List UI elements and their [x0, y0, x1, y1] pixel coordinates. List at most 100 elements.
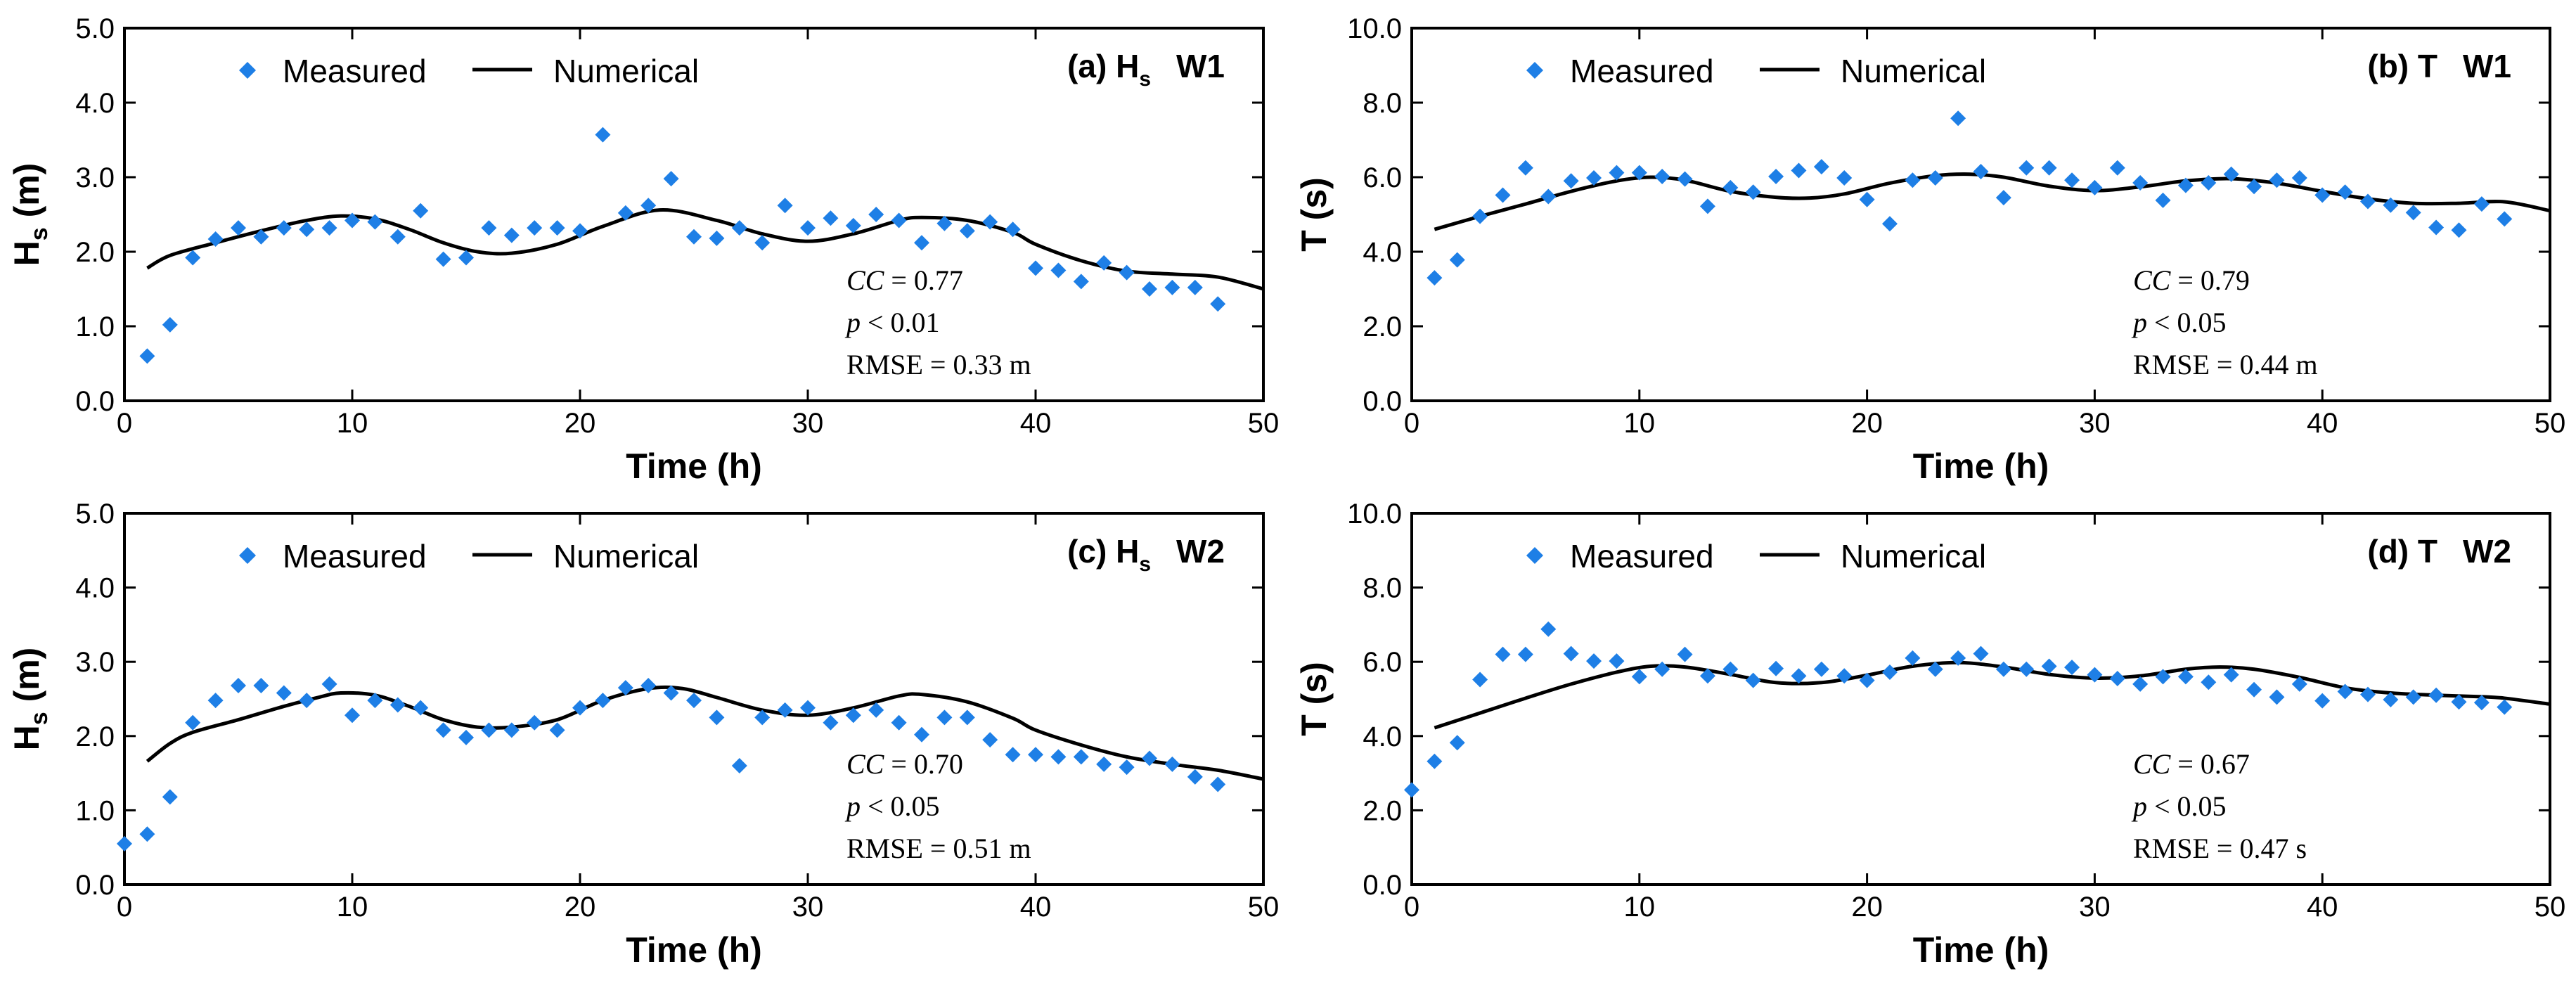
measured-point — [1768, 660, 1784, 676]
measured-point — [959, 223, 975, 239]
measured-point — [2451, 694, 2467, 710]
measured-point — [2109, 160, 2125, 176]
measured-point — [458, 250, 474, 266]
measured-point — [1028, 260, 1043, 276]
stat-cc: CC = 0.77 — [846, 264, 963, 296]
y-tick-label: 10.0 — [1347, 13, 1402, 44]
y-axis-label: T (s) — [1294, 177, 1334, 252]
measured-point — [823, 210, 839, 226]
stat-cc: CC = 0.79 — [2133, 264, 2250, 296]
measured-point — [2337, 683, 2353, 700]
measured-point — [1495, 187, 1511, 203]
measured-point — [1028, 747, 1043, 763]
measured-point — [413, 203, 429, 219]
measured-point — [640, 677, 657, 693]
y-tick-label: 0.0 — [75, 870, 115, 901]
legend-label-numerical: Numerical — [1841, 53, 1986, 89]
measured-point — [435, 251, 451, 267]
stat-rmse: RMSE = 0.51 m — [846, 833, 1031, 864]
y-tick-label: 8.0 — [1363, 88, 1402, 119]
measured-point — [2041, 160, 2057, 176]
measured-point — [1563, 645, 1579, 662]
measured-point — [1995, 661, 2011, 677]
x-tick-label: 30 — [2079, 408, 2111, 439]
measured-point — [2405, 205, 2421, 221]
y-tick-label: 1.0 — [75, 795, 115, 826]
measured-point — [2383, 692, 2399, 708]
measured-point — [1096, 255, 1112, 271]
measured-point — [1950, 650, 1966, 666]
measured-point — [2246, 681, 2262, 698]
measured-point — [2314, 187, 2331, 203]
measured-point — [321, 220, 337, 236]
measured-point — [1540, 621, 1557, 637]
measured-point — [823, 714, 839, 731]
measured-point — [1813, 159, 1829, 175]
measured-point — [549, 722, 565, 738]
y-tick-label: 10.0 — [1347, 499, 1402, 529]
measured-point — [1745, 184, 1761, 200]
y-tick-label: 5.0 — [75, 13, 115, 44]
panel-title: (b) T — [2367, 48, 2437, 84]
panel-4: 0 10 20 30 40 50 0.0 2.0 4.0 6.0 8.0 10.0 Time (h) T … — [1294, 499, 2565, 970]
measured-point — [868, 207, 884, 222]
measured-point — [2155, 192, 2171, 208]
measured-point — [2291, 676, 2307, 692]
measured-point — [321, 676, 337, 692]
measured-point — [527, 220, 543, 236]
measured-point — [686, 693, 702, 709]
measured-point — [481, 722, 497, 738]
measured-point — [2428, 687, 2445, 703]
measured-point — [2359, 193, 2376, 210]
panel-title: (d) T — [2367, 533, 2437, 570]
measured-point — [1096, 756, 1112, 772]
x-tick-label: 20 — [1851, 892, 1883, 923]
measured-point — [868, 702, 884, 718]
measured-point — [1164, 756, 1180, 772]
y-tick-label: 2.0 — [1363, 795, 1402, 826]
measured-point — [936, 215, 953, 231]
measured-point — [2428, 219, 2445, 236]
measured-point — [139, 826, 155, 842]
measured-point — [1005, 221, 1021, 238]
legend-label-measured: Measured — [283, 538, 427, 574]
measured-point — [1677, 646, 1693, 662]
measured-point — [253, 677, 269, 693]
measured-point — [1836, 170, 1853, 186]
measured-point — [1881, 664, 1898, 680]
measured-point — [1142, 750, 1157, 766]
legend-label-numerical: Numerical — [553, 53, 699, 89]
measured-point — [1119, 759, 1135, 776]
measured-point — [1005, 747, 1021, 763]
measured-point — [1699, 198, 1715, 214]
x-axis-label: Time (h) — [1913, 446, 2049, 486]
measured-point — [731, 220, 747, 236]
measured-point — [2201, 174, 2217, 191]
measured-point — [663, 685, 679, 701]
x-tick-label: 0 — [117, 892, 132, 923]
measured-point — [1449, 252, 1465, 268]
stats-block: CC = 0.70 p < 0.05 RMSE = 0.51 m — [844, 748, 1031, 864]
y-tick-label: 6.0 — [1363, 647, 1402, 678]
measured-point — [344, 212, 360, 229]
panel-title-tag: W1 — [1176, 48, 1225, 84]
measured-point — [207, 231, 224, 247]
measured-point — [2246, 179, 2262, 195]
panel-title: (c) Hs — [1067, 533, 1151, 576]
measured-point — [2497, 211, 2513, 227]
x-tick-label: 0 — [117, 408, 132, 439]
x-tick-label: 40 — [2307, 892, 2338, 923]
measured-point — [572, 223, 588, 239]
plot-frame — [1410, 27, 2551, 402]
measured-point — [231, 220, 246, 236]
measured-point — [709, 230, 725, 246]
measured-point — [162, 316, 178, 333]
measured-point — [2223, 166, 2239, 182]
measured-point — [367, 214, 383, 230]
measured-point — [754, 709, 771, 726]
measured-point — [731, 758, 747, 774]
measured-point — [1187, 279, 1203, 295]
measured-point — [2269, 689, 2285, 705]
y-axis-label: Hs (m) — [7, 648, 53, 751]
